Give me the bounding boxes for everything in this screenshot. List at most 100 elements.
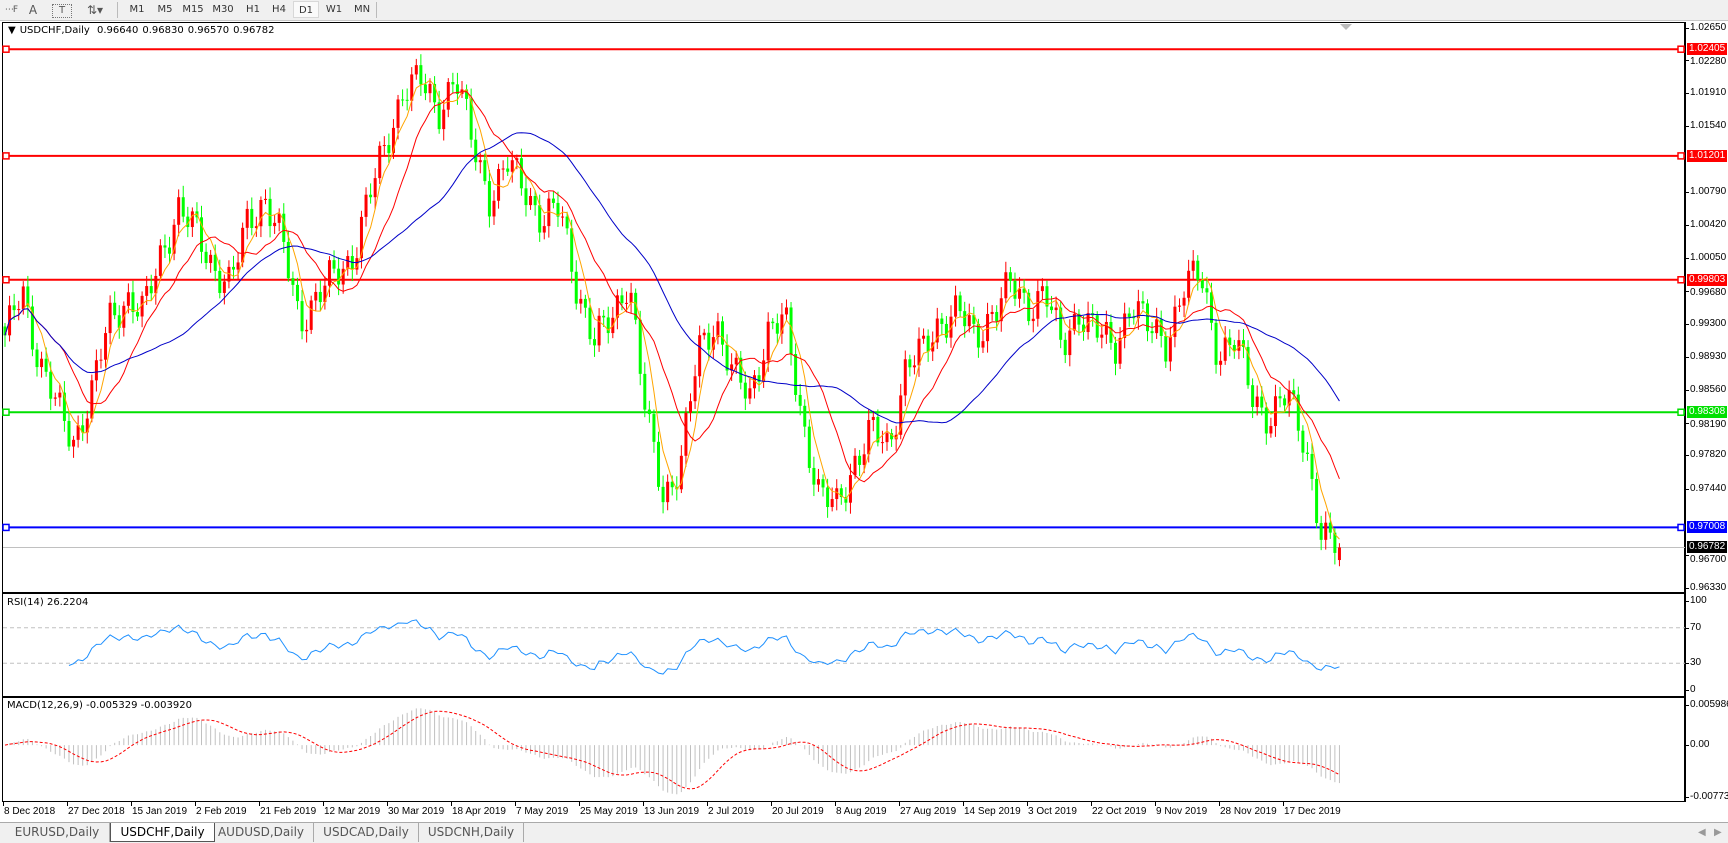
candle-body <box>583 298 587 308</box>
candle-body <box>1050 306 1054 311</box>
macd-label: MACD(12,26,9) -0.005329 -0.003920 <box>7 700 192 711</box>
line-anchor-handle[interactable] <box>1677 276 1685 284</box>
toolbar-separator <box>376 2 377 18</box>
scroll-right-icon[interactable]: ▶ <box>1714 827 1722 838</box>
line-anchor-handle[interactable] <box>2 523 10 532</box>
candle-body <box>136 312 140 317</box>
timeframe-button-h1[interactable]: H1 <box>246 4 260 15</box>
candle-body <box>803 405 807 427</box>
candle-body <box>126 292 130 306</box>
rsi-axis-label: 30 <box>1690 657 1702 669</box>
candle-body <box>26 286 30 307</box>
tab-usdcnh[interactable]: USDCNH,Daily <box>419 823 524 842</box>
line-anchor-handle[interactable] <box>1677 523 1685 532</box>
candle-body <box>588 307 592 340</box>
rsi-line <box>68 619 1340 675</box>
tab-eurusd[interactable]: EURUSD,Daily <box>5 823 110 842</box>
candle-body <box>1146 303 1149 332</box>
candle-body <box>606 317 610 334</box>
candle-body <box>647 409 651 415</box>
text-label-icon[interactable]: T <box>52 4 72 18</box>
tab-audusd[interactable]: AUDUSD,Daily <box>209 823 314 842</box>
candle-body <box>638 319 642 374</box>
candle-body <box>204 251 208 264</box>
candle-body <box>501 168 505 170</box>
chart-header: ▼ USDCHF,Daily 0.96640 0.96830 0.96570 0.967… <box>8 25 278 36</box>
line-anchor-handle[interactable] <box>1677 152 1685 160</box>
candle-body <box>1082 324 1086 333</box>
candle-body <box>168 247 172 254</box>
candle-body <box>305 329 309 332</box>
candle-body <box>387 145 391 154</box>
candle-body <box>227 266 231 282</box>
tab-usdchf[interactable]: USDCHF,Daily <box>110 823 215 842</box>
timeframe-button-m15[interactable]: M15 <box>182 4 204 15</box>
pane-separator[interactable] <box>2 696 1685 698</box>
candle-body <box>497 169 501 201</box>
time-tick <box>1283 802 1284 806</box>
timeframe-button-h4[interactable]: H4 <box>272 4 286 15</box>
candle-body <box>858 455 862 465</box>
candle-body <box>1260 396 1264 408</box>
candle-body <box>1287 390 1291 406</box>
candle-body <box>894 434 898 440</box>
collapse-triangle-icon[interactable]: ▼ <box>8 25 16 36</box>
candle-body <box>1109 321 1113 343</box>
timeframe-button-m1[interactable]: M1 <box>129 4 145 15</box>
time-tick <box>387 802 388 806</box>
candle-body <box>483 160 487 182</box>
line-anchor-handle[interactable] <box>2 152 10 160</box>
time-tick <box>899 802 900 806</box>
candle-body <box>1150 331 1154 334</box>
candle-body <box>1269 426 1273 434</box>
candle-body <box>1209 292 1213 323</box>
arrows-icon[interactable]: ⇅▾ <box>86 3 104 17</box>
scroll-left-icon[interactable]: ◀ <box>1698 827 1706 838</box>
rsi-tick <box>1685 601 1689 602</box>
price-tick <box>1685 357 1689 359</box>
line-anchor-handle[interactable] <box>2 408 10 416</box>
candle-body <box>1232 344 1236 351</box>
candle-body <box>364 194 368 217</box>
candle-body <box>474 139 478 163</box>
candle-body <box>423 84 427 94</box>
text-icon[interactable]: A <box>28 3 38 17</box>
line-anchor-handle[interactable] <box>2 45 10 53</box>
timeframe-button-m30[interactable]: M30 <box>212 4 234 15</box>
candle-body <box>113 302 117 316</box>
candle-body <box>49 371 53 399</box>
timeframe-button-mn[interactable]: MN <box>353 4 371 15</box>
price-axis-label: 1.01540 <box>1690 119 1727 131</box>
candle-body <box>419 65 423 85</box>
candle-body <box>917 338 921 366</box>
timeframe-button-m5[interactable]: M5 <box>157 4 173 15</box>
candle-body <box>177 197 181 225</box>
candle-body <box>940 318 944 324</box>
candle-body <box>35 349 39 368</box>
time-tick <box>515 802 516 806</box>
line-anchor-handle[interactable] <box>1677 408 1685 416</box>
candle-body <box>830 499 834 508</box>
line-anchor-handle[interactable] <box>2 276 10 284</box>
fibonacci-fan-icon[interactable]: ⋯F <box>4 5 18 15</box>
candle-body <box>492 200 496 217</box>
tab-usdcad[interactable]: USDCAD,Daily <box>314 823 419 842</box>
candle-body <box>986 313 990 342</box>
candle-body <box>661 486 665 503</box>
candle-body <box>602 315 606 318</box>
candle-body <box>876 416 880 443</box>
candle-body <box>1191 260 1195 271</box>
chart-shift-marker-icon[interactable] <box>1340 24 1352 30</box>
price-axis-label: 0.99300 <box>1690 318 1727 330</box>
time-axis-label: 7 May 2019 <box>516 806 569 817</box>
price-axis-label: 0.98560 <box>1690 383 1727 395</box>
candle-body <box>337 268 341 285</box>
candle-body <box>131 292 135 313</box>
pane-separator[interactable] <box>2 592 1685 594</box>
timeframe-button-w1[interactable]: W1 <box>325 4 343 15</box>
line-anchor-handle[interactable] <box>1677 45 1685 53</box>
candle-body <box>1187 270 1191 298</box>
chart-tabs: EURUSD,Daily USDCHF,Daily AUDUSD,Daily USDC… <box>0 822 1728 843</box>
candle-body <box>327 260 331 286</box>
timeframe-button-d1[interactable]: D1 <box>293 1 319 18</box>
